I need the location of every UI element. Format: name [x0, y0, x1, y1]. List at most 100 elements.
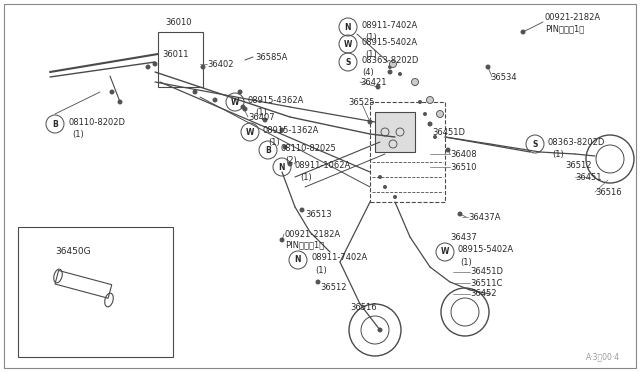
- Text: 36407: 36407: [248, 112, 275, 122]
- Text: 36512: 36512: [320, 282, 346, 292]
- Circle shape: [412, 78, 419, 86]
- Circle shape: [316, 279, 321, 285]
- Text: (1): (1): [268, 138, 280, 147]
- Bar: [158, 32, 203, 87]
- Circle shape: [378, 175, 382, 179]
- Circle shape: [282, 144, 287, 150]
- Text: S: S: [532, 140, 538, 148]
- Text: 36408: 36408: [450, 150, 477, 158]
- Text: B: B: [52, 119, 58, 128]
- Circle shape: [287, 161, 292, 167]
- Text: 08911-7402A: 08911-7402A: [312, 253, 368, 263]
- Circle shape: [398, 72, 402, 76]
- Circle shape: [486, 64, 490, 70]
- Text: 36516: 36516: [595, 187, 621, 196]
- Text: 00921-2182A: 00921-2182A: [545, 13, 601, 22]
- Text: (1): (1): [460, 257, 472, 266]
- Bar: [370, 102, 445, 202]
- Text: 08363-8202D: 08363-8202D: [362, 55, 419, 64]
- Text: 36452: 36452: [470, 289, 497, 298]
- Circle shape: [387, 70, 392, 74]
- Text: 36516: 36516: [350, 302, 376, 311]
- Text: 36451: 36451: [575, 173, 602, 182]
- Text: 08110-82025: 08110-82025: [281, 144, 337, 153]
- Text: 08110-8202D: 08110-8202D: [68, 118, 125, 126]
- Text: 36585A: 36585A: [255, 52, 287, 61]
- Text: 36451D: 36451D: [432, 128, 465, 137]
- Circle shape: [423, 112, 427, 116]
- Text: W: W: [231, 97, 239, 106]
- Text: W: W: [344, 39, 352, 48]
- Bar: [18, 227, 173, 357]
- Text: 36402: 36402: [207, 60, 234, 68]
- Circle shape: [262, 118, 268, 122]
- Text: (4): (4): [362, 67, 374, 77]
- Text: 36011: 36011: [162, 49, 189, 58]
- Bar: [55, 270, 112, 298]
- Circle shape: [413, 82, 417, 86]
- Circle shape: [280, 237, 285, 243]
- Circle shape: [200, 64, 205, 70]
- Text: B: B: [265, 145, 271, 154]
- Text: (1): (1): [315, 266, 327, 275]
- Text: 36437: 36437: [450, 232, 477, 241]
- Circle shape: [152, 61, 157, 67]
- Circle shape: [393, 195, 397, 199]
- Text: (1): (1): [365, 49, 377, 58]
- Text: 36513: 36513: [305, 209, 332, 218]
- Text: N: N: [295, 256, 301, 264]
- Text: 36512: 36512: [565, 160, 591, 170]
- Text: PINピン（1）: PINピン（1）: [545, 25, 584, 33]
- Circle shape: [145, 64, 150, 70]
- Text: W: W: [441, 247, 449, 257]
- Circle shape: [426, 96, 433, 103]
- Circle shape: [280, 128, 285, 132]
- Text: 36437A: 36437A: [468, 212, 500, 221]
- Text: 08915-4362A: 08915-4362A: [248, 96, 305, 105]
- Circle shape: [520, 29, 525, 35]
- Text: 36421: 36421: [360, 77, 387, 87]
- Circle shape: [367, 119, 372, 125]
- Text: (2): (2): [285, 155, 297, 164]
- Text: S: S: [346, 58, 351, 67]
- Circle shape: [378, 327, 383, 333]
- Circle shape: [458, 212, 463, 217]
- Circle shape: [118, 99, 122, 105]
- Text: 08915-1362A: 08915-1362A: [263, 125, 319, 135]
- Circle shape: [241, 105, 246, 109]
- Circle shape: [428, 122, 433, 126]
- Text: (1): (1): [255, 108, 267, 116]
- Circle shape: [388, 65, 392, 69]
- Text: 00921-2182A: 00921-2182A: [285, 230, 341, 238]
- Circle shape: [428, 122, 432, 126]
- Text: (1): (1): [552, 150, 564, 158]
- Text: 36451D: 36451D: [470, 267, 503, 276]
- Text: 36511C: 36511C: [470, 279, 502, 288]
- Text: 08915-5402A: 08915-5402A: [362, 38, 418, 46]
- Text: 08911-7402A: 08911-7402A: [362, 20, 419, 29]
- Text: 36525: 36525: [348, 97, 374, 106]
- Text: 08915-5402A: 08915-5402A: [458, 246, 514, 254]
- Circle shape: [212, 97, 218, 103]
- Circle shape: [300, 208, 305, 212]
- Circle shape: [433, 135, 437, 139]
- Text: W: W: [246, 128, 254, 137]
- Text: 08363-8202D: 08363-8202D: [548, 138, 605, 147]
- Text: N: N: [345, 22, 351, 32]
- Text: 36450G: 36450G: [55, 247, 91, 257]
- Circle shape: [109, 90, 115, 94]
- Circle shape: [418, 100, 422, 104]
- Circle shape: [376, 84, 381, 90]
- Circle shape: [237, 90, 243, 94]
- Text: 36010: 36010: [165, 17, 191, 26]
- Text: N: N: [279, 163, 285, 171]
- Circle shape: [390, 61, 397, 67]
- Text: (1): (1): [72, 129, 84, 138]
- Text: (1): (1): [300, 173, 312, 182]
- Text: 08911-1062A: 08911-1062A: [295, 160, 351, 170]
- Circle shape: [436, 110, 444, 118]
- Circle shape: [193, 90, 198, 94]
- Circle shape: [243, 106, 248, 112]
- Circle shape: [383, 185, 387, 189]
- Text: 36534: 36534: [490, 73, 516, 81]
